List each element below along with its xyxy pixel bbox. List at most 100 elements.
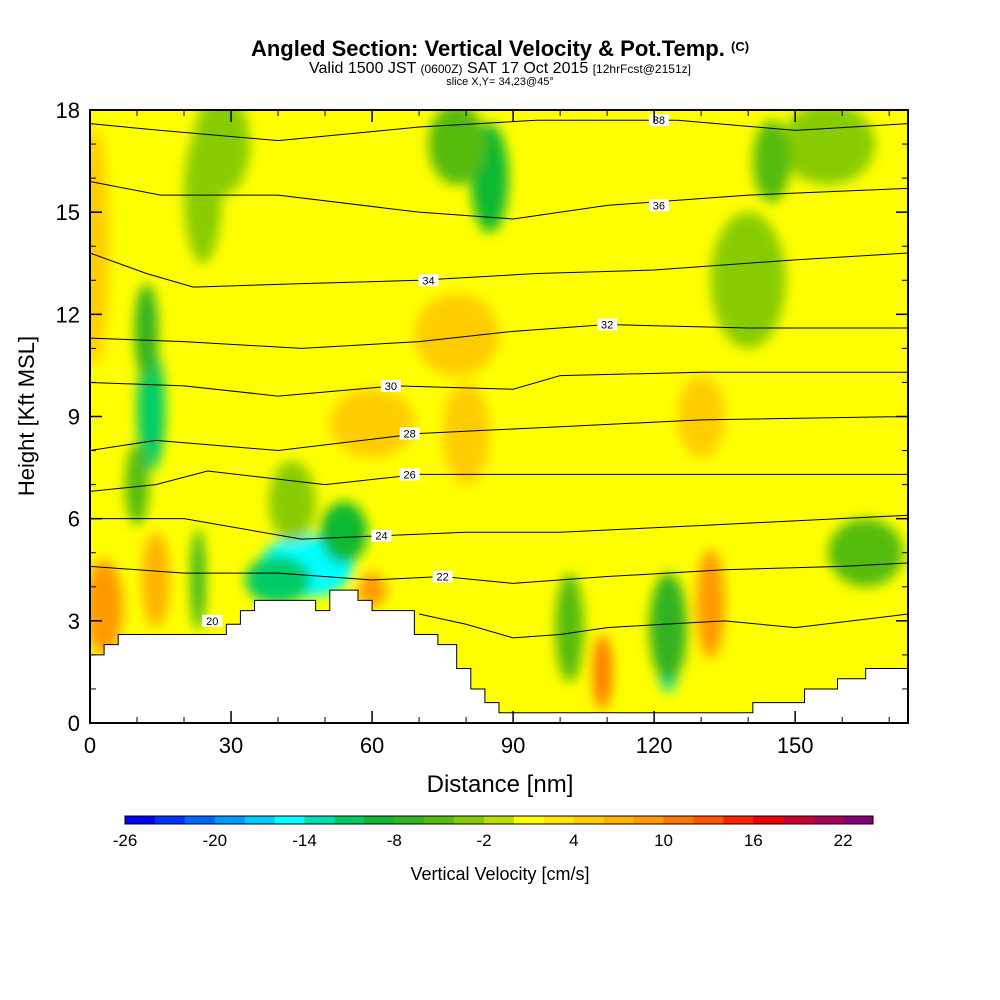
valid-zulu: (0600Z) (420, 62, 463, 76)
y-tick-label-12: 12 (56, 302, 80, 327)
theta-label-30: 30 (385, 381, 397, 393)
theta-contour-38 (90, 119, 908, 142)
theta-contour-32 (90, 324, 908, 349)
colorbar-swatch-10 (424, 816, 455, 824)
theta-label-28: 28 (404, 429, 416, 441)
velocity-cell-29 (752, 120, 791, 202)
colorbar-frame (124, 815, 874, 825)
field-features (90, 110, 904, 710)
colorbar-label: Vertical Velocity [cm/s] (410, 864, 589, 884)
colorbar-swatch-19 (693, 816, 724, 824)
velocity-cell-27 (268, 460, 316, 543)
chart-title-text: Angled Section: Vertical Velocity & Pot.… (250, 36, 725, 61)
velocity-cell-19 (90, 127, 109, 366)
theta-label-26: 26 (404, 469, 416, 481)
colorbar-swatch-15 (573, 816, 605, 824)
y-axis-label: Height [Kft MSL] (14, 336, 39, 496)
y-tick-label-9: 9 (68, 405, 80, 430)
theta-label-bg-28 (399, 427, 420, 440)
colorbar-swatch-14 (543, 816, 575, 824)
colorbar-tick-label-6: 10 (654, 831, 673, 850)
theta-label-bg-32 (597, 318, 618, 331)
velocity-cell-10 (555, 573, 584, 683)
theta-label-bg-24 (371, 529, 392, 542)
theta-label-20: 20 (206, 616, 218, 628)
theta-contours: 20 22 24 26 28 30 32 34 36 38 (90, 114, 908, 639)
theta-contour-30 (90, 371, 908, 397)
valid-prefix: Valid 1500 JST (309, 60, 417, 77)
theta-label-bg-30 (380, 379, 401, 392)
theta-label-24: 24 (375, 531, 387, 543)
theta-label-38: 38 (653, 115, 665, 127)
colorbar-swatch-21 (753, 816, 784, 824)
chart-title-mark: (C) (731, 39, 750, 54)
theta-label-bg-36 (648, 199, 669, 212)
colorbar-swatch-11 (454, 816, 485, 824)
colorbar-tick-label-5: 4 (569, 831, 578, 850)
velocity-cell-14 (90, 559, 123, 655)
theta-label-32: 32 (601, 320, 613, 332)
velocity-cell-9 (649, 573, 688, 683)
velocity-cell-13 (593, 634, 612, 710)
terrain-profile (90, 589, 908, 723)
x-tick-label-150: 150 (777, 733, 814, 758)
y-tick-label-0: 0 (68, 711, 80, 736)
velocity-cell-7 (428, 110, 485, 185)
colorbar-swatch-12 (484, 816, 515, 824)
velocity-cell-15 (141, 532, 170, 628)
theta-label-bg-20 (202, 614, 223, 627)
x-tick-label-120: 120 (636, 733, 673, 758)
velocity-field (90, 110, 908, 723)
colorbar-swatch-8 (364, 816, 395, 824)
colorbar-tick-label-3: -8 (387, 831, 402, 850)
colorbar: -26 -20 -14 -8 -2 4 10 16 22 (113, 815, 874, 850)
y-tick-label-15: 15 (56, 200, 80, 225)
velocity-cell-4 (134, 283, 159, 380)
velocity-cell-26 (781, 110, 876, 185)
chart-title: Angled Section: Vertical Velocity & Pot.… (0, 34, 1000, 62)
colorbar-swatch-13 (513, 816, 545, 824)
colorbar-tick-label-0: -26 (113, 831, 138, 850)
velocity-cell-5 (125, 443, 149, 526)
velocity-cell-21 (442, 382, 490, 485)
colorbar-tick-label-1: -20 (202, 831, 227, 850)
terrain (90, 589, 908, 723)
valid-date: SAT 17 Oct 2015 (467, 60, 589, 77)
colorbar-swatch-22 (783, 816, 814, 824)
theta-label-bg-26 (399, 468, 420, 481)
y-tick-label-3: 3 (68, 609, 80, 634)
x-tick-label-0: 0 (84, 733, 96, 758)
y-tick-label-6: 6 (68, 507, 80, 532)
x-axis-label: Distance [nm] (427, 771, 574, 798)
theta-contour-36 (90, 181, 908, 220)
x-tick-label-60: 60 (360, 733, 384, 758)
valid-time-line: Valid 1500 JST (0600Z) SAT 17 Oct 2015 [… (0, 60, 1000, 78)
velocity-cell-17 (414, 293, 500, 376)
theta-contour-22 (90, 562, 908, 584)
colorbar-swatch-3 (214, 816, 246, 824)
x-tick-label-90: 90 (501, 733, 525, 758)
colorbar-tick-label-2: -14 (292, 831, 317, 850)
colorbar-tick-label-4: -2 (476, 831, 491, 850)
slice-info: slice X,Y= 34,23@45° (446, 76, 554, 88)
velocity-cell-20 (677, 375, 725, 458)
velocity-cell-2 (320, 501, 368, 563)
colorbar-swatch-9 (394, 816, 425, 824)
colorbar-swatch-6 (304, 816, 335, 824)
velocity-cell-23 (710, 212, 786, 349)
colorbar-swatch-20 (723, 816, 754, 824)
colorbar-swatch-4 (244, 816, 276, 824)
theta-label-bg-22 (432, 570, 453, 583)
theta-label-36: 36 (653, 200, 665, 212)
colorbar-swatch-5 (274, 816, 306, 824)
velocity-cell-22 (828, 518, 904, 587)
theta-label-22: 22 (436, 572, 448, 584)
colorbar-swatch-0 (125, 816, 156, 824)
colorbar-swatch-17 (633, 816, 665, 824)
theta-label-bg-34 (418, 274, 439, 287)
colorbar-swatch-18 (663, 816, 694, 824)
velocity-cell-1 (245, 556, 311, 604)
colorbar-tick-label-7: 16 (744, 831, 763, 850)
